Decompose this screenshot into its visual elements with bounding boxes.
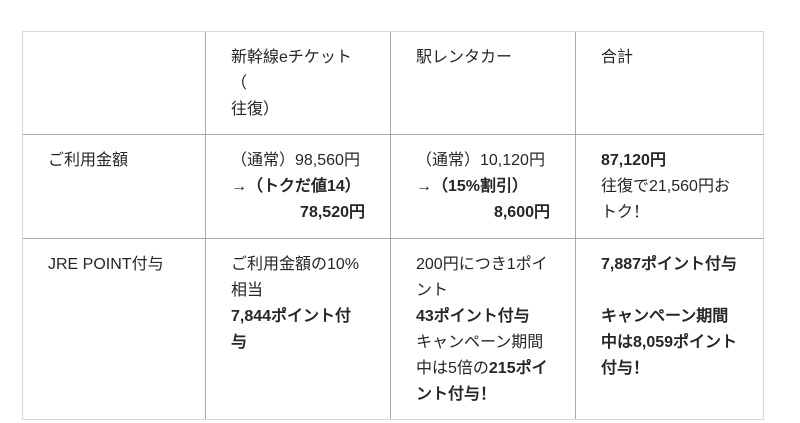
text-run: 87,120円 bbox=[601, 152, 666, 169]
usage-amount-label-cell: ご利用金額 bbox=[23, 135, 206, 239]
text-run: 合計 bbox=[601, 49, 634, 66]
point-grant-line: 7,887ポイント付与 bbox=[601, 252, 738, 278]
text-run: 215ポイント付与！ bbox=[416, 360, 548, 403]
normal-price-line: （通常）10,120円 bbox=[416, 148, 550, 174]
text-run: 78,520円 bbox=[300, 204, 365, 221]
text-run: ご利用金額の10%相当 bbox=[231, 256, 360, 299]
text-run: 7,887ポイント付与 bbox=[601, 256, 738, 273]
text-run: キャンペーン期間中は5倍の bbox=[416, 334, 544, 377]
row-usage-amount: ご利用金額 （通常）98,560円 →（トクだ値14） 78,520円 （通常）… bbox=[23, 135, 763, 239]
row-label: JRE POINT付与 bbox=[48, 252, 180, 278]
spacer-line bbox=[601, 278, 738, 304]
point-grant-line: 43ポイント付与 bbox=[416, 304, 550, 330]
normal-price-line: （通常）98,560円 bbox=[231, 148, 365, 174]
header-cell-blank bbox=[23, 32, 206, 135]
point-shinkansen-cell: ご利用金額の10%相当 7,844ポイント付与 bbox=[206, 239, 391, 419]
text-run: ご利用金額 bbox=[48, 152, 129, 169]
header-cell-shinkansen-eticket: 新幹線eチケット（ 往復） bbox=[206, 32, 391, 135]
usage-shinkansen-cell: （通常）98,560円 →（トクだ値14） 78,520円 bbox=[206, 135, 391, 239]
text-run: →（トクだ値14） bbox=[231, 178, 361, 195]
text-run: 新幹線eチケット（ bbox=[231, 49, 352, 92]
text-run: キャンペーン期間中は8,059ポイント付与！ bbox=[601, 308, 738, 377]
usage-rentacar-cell: （通常）10,120円 →（15%割引） 8,600円 bbox=[391, 135, 576, 239]
point-rate-line: 200円につき1ポイント bbox=[416, 252, 550, 304]
header-text-line: 駅レンタカー bbox=[416, 45, 550, 71]
point-total-cell: 7,887ポイント付与 キャンペーン期間中は8,059ポイント付与！ bbox=[576, 239, 763, 419]
header-text-line: 新幹線eチケット（ bbox=[231, 45, 365, 97]
price-point-comparison-table: 新幹線eチケット（ 往復） 駅レンタカー 合計 ご利用金額 （通常）98,560… bbox=[22, 31, 764, 420]
header-cell-eki-rentacar: 駅レンタカー bbox=[391, 32, 576, 135]
text-run: 8,600円 bbox=[493, 204, 550, 221]
discount-name-line: →（15%割引） bbox=[416, 174, 550, 200]
campaign-line: キャンペーン期間中は8,059ポイント付与！ bbox=[601, 304, 738, 382]
text-run: 往復で21,560円おトク！ bbox=[601, 178, 730, 221]
discounted-price-line: 78,520円 bbox=[231, 200, 365, 226]
point-rate-line: ご利用金額の10%相当 bbox=[231, 252, 365, 304]
header-cell-total: 合計 bbox=[576, 32, 763, 135]
text-run: →（15%割引） bbox=[416, 178, 529, 195]
point-grant-line: 7,844ポイント付与 bbox=[231, 304, 365, 356]
table-header-row: 新幹線eチケット（ 往復） 駅レンタカー 合計 bbox=[23, 32, 763, 135]
blank-line bbox=[48, 45, 180, 71]
jre-point-label-cell: JRE POINT付与 bbox=[23, 239, 206, 419]
total-amount-line: 87,120円 bbox=[601, 148, 738, 174]
text-run: 往復） bbox=[231, 101, 280, 118]
text-run: （通常）98,560円 bbox=[231, 152, 360, 169]
header-text-line: 往復） bbox=[231, 97, 365, 123]
discounted-price-line: 8,600円 bbox=[416, 200, 550, 226]
text-run: 43ポイント付与 bbox=[416, 308, 530, 325]
text-run: 200円につき1ポイント bbox=[416, 256, 548, 299]
discount-name-line: →（トクだ値14） bbox=[231, 174, 365, 200]
text-run: （通常）10,120円 bbox=[416, 152, 545, 169]
savings-line: 往復で21,560円おトク！ bbox=[601, 174, 738, 226]
point-rentacar-cell: 200円につき1ポイント 43ポイント付与 キャンペーン期間中は5倍の215ポイ… bbox=[391, 239, 576, 419]
row-label: ご利用金額 bbox=[48, 148, 180, 174]
usage-total-cell: 87,120円 往復で21,560円おトク！ bbox=[576, 135, 763, 239]
text-run: 駅レンタカー bbox=[416, 49, 513, 66]
campaign-line: キャンペーン期間中は5倍の215ポイント付与！ bbox=[416, 330, 550, 408]
header-text-line: 合計 bbox=[601, 45, 738, 71]
text-run: 7,844ポイント付与 bbox=[231, 308, 352, 351]
text-run: JRE POINT付与 bbox=[48, 256, 164, 273]
row-jre-point: JRE POINT付与 ご利用金額の10%相当 7,844ポイント付与 200円… bbox=[23, 239, 763, 419]
